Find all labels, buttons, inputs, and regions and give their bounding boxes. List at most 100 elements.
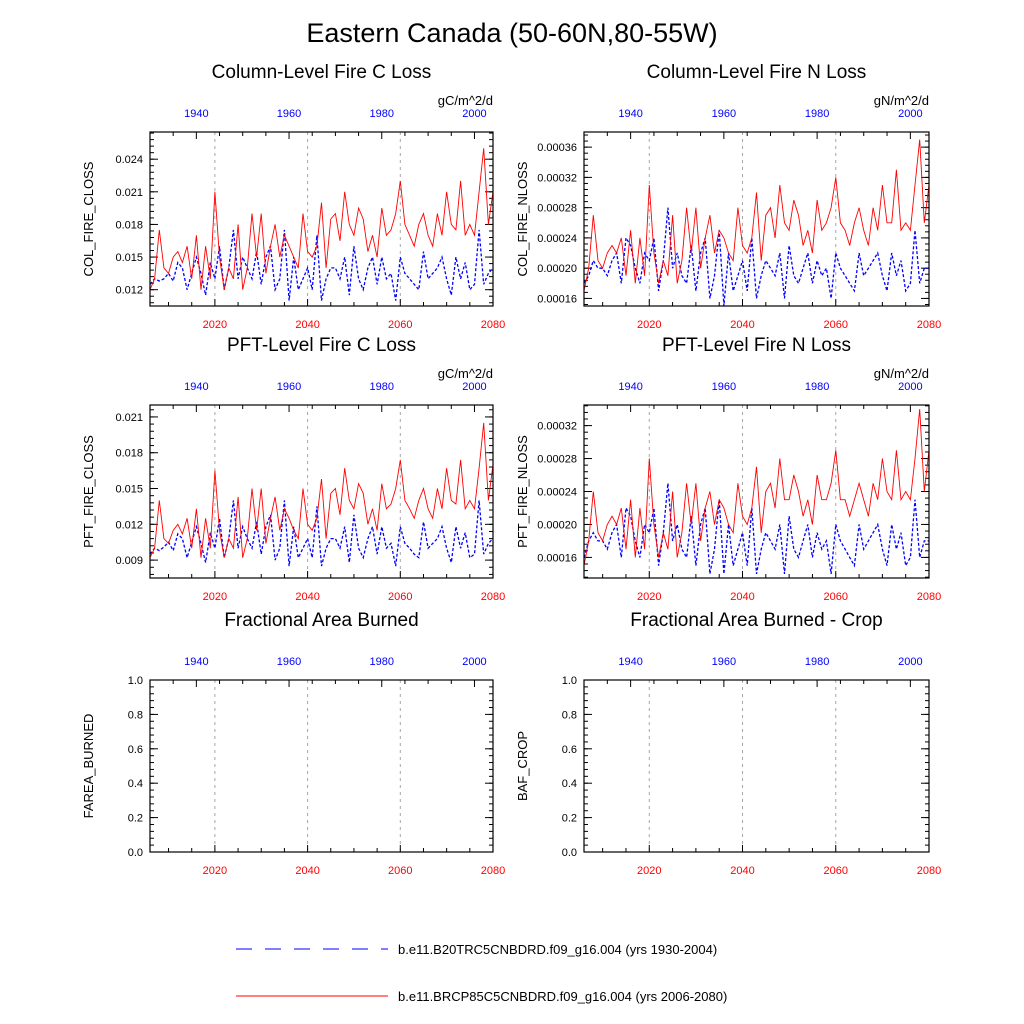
- panel-1: Column-Level Fire C Loss gC/m^2/d COL_FIRE…: [81, 62, 505, 331]
- units-label: gN/m^2/d: [874, 366, 929, 381]
- y-axis-label: FAREA_BURNED: [81, 714, 96, 819]
- series-line-rcp85: [583, 409, 930, 566]
- x-top-tick-label: 1940: [618, 108, 642, 120]
- x-tick-label: 2080: [481, 865, 505, 877]
- plot-frame: [149, 131, 494, 307]
- y-tick-label: 0.00024: [537, 487, 577, 499]
- x-top-tick-label: 1960: [712, 656, 736, 668]
- x-top-tick-label: 1960: [277, 108, 301, 120]
- x-top-tick-label: 2000: [898, 381, 922, 393]
- panels: Column-Level Fire C Loss gC/m^2/d COL_FIRE…: [81, 62, 941, 877]
- x-top-tick-label: 1940: [184, 108, 208, 120]
- y-tick-label: 0.021: [115, 412, 143, 424]
- plot-frame: [583, 679, 930, 853]
- x-tick-label: 2040: [730, 865, 754, 877]
- y-tick-label: 0.012: [115, 519, 143, 531]
- x-tick-label: 2040: [730, 591, 754, 603]
- y-tick-label: 0.2: [562, 813, 577, 825]
- x-top-tick-label: 2000: [462, 381, 486, 393]
- x-top-tick-label: 1980: [805, 656, 829, 668]
- y-tick-label: 0.00016: [537, 552, 577, 564]
- x-top-tick-label: 1980: [805, 381, 829, 393]
- legend-label: b.e11.B20TRC5CNBDRD.f09_g16.004 (yrs 193…: [398, 942, 717, 957]
- x-tick-label: 2020: [203, 865, 227, 877]
- y-axis-label: PFT_FIRE_NLOSS: [515, 435, 530, 548]
- y-tick-label: 0.8: [128, 709, 143, 721]
- y-tick-label: 0.00028: [537, 454, 577, 466]
- plot-frame: [149, 404, 494, 579]
- x-tick-label: 2060: [824, 591, 848, 603]
- panel-5: Fractional Area Burned FAREA_BURNED 2020 20…: [81, 610, 505, 877]
- x-tick-label: 2060: [824, 865, 848, 877]
- x-tick-label: 2060: [388, 319, 412, 331]
- panel-title: Column-Level Fire N Loss: [647, 62, 867, 83]
- y-tick-label: 0.018: [115, 219, 143, 231]
- y-axis-label: COL_FIRE_NLOSS: [515, 161, 530, 276]
- series-line-rcp85: [149, 422, 494, 558]
- series-line-rcp85: [583, 139, 930, 291]
- x-tick-label: 2040: [730, 319, 754, 331]
- y-axis-label: COL_FIRE_CLOSS: [81, 161, 96, 276]
- x-tick-label: 2020: [203, 591, 227, 603]
- legend: b.e11.B20TRC5CNBDRD.f09_g16.004 (yrs 193…: [236, 942, 727, 1004]
- y-axis-label: BAF_CROP: [515, 731, 530, 801]
- plot-frame: [583, 131, 930, 307]
- x-tick-label: 2080: [481, 591, 505, 603]
- y-tick-label: 0.4: [128, 778, 143, 790]
- x-tick-label: 2040: [295, 319, 319, 331]
- x-top-tick-label: 1940: [184, 381, 208, 393]
- series-line-rcp85: [149, 148, 494, 290]
- panel-title: Fractional Area Burned - Crop: [630, 610, 882, 631]
- panel-3: PFT-Level Fire C Loss gC/m^2/d PFT_FIRE_CL…: [81, 335, 505, 603]
- figure-title: Eastern Canada (50-60N,80-55W): [306, 18, 717, 48]
- x-top-tick-label: 1940: [618, 656, 642, 668]
- x-top-tick-label: 2000: [462, 108, 486, 120]
- y-tick-label: 0.012: [115, 285, 143, 297]
- plot-frame: [149, 679, 494, 853]
- x-tick-label: 2080: [917, 319, 941, 331]
- y-tick-label: 0.00016: [537, 293, 577, 305]
- y-tick-label: 0.00020: [537, 263, 577, 275]
- y-tick-label: 0.4: [562, 778, 577, 790]
- y-tick-label: 0.00024: [537, 233, 577, 245]
- x-top-tick-label: 1940: [184, 656, 208, 668]
- x-tick-label: 2080: [917, 591, 941, 603]
- x-tick-label: 2060: [824, 319, 848, 331]
- x-top-tick-label: 2000: [898, 108, 922, 120]
- x-tick-label: 2040: [295, 591, 319, 603]
- y-tick-label: 0.015: [115, 484, 143, 496]
- y-tick-label: 0.0: [128, 847, 143, 859]
- y-tick-label: 0.8: [562, 709, 577, 721]
- y-tick-label: 0.00020: [537, 519, 577, 531]
- x-top-tick-label: 1960: [712, 381, 736, 393]
- x-tick-label: 2060: [388, 591, 412, 603]
- x-tick-label: 2020: [637, 865, 661, 877]
- panel-6: Fractional Area Burned - Crop BAF_CROP 202…: [515, 610, 941, 877]
- panel-2: Column-Level Fire N Loss gN/m^2/d COL_FIRE…: [515, 62, 941, 331]
- units-label: gC/m^2/d: [438, 93, 493, 108]
- x-tick-label: 2080: [917, 865, 941, 877]
- panel-title: PFT-Level Fire N Loss: [662, 335, 851, 356]
- x-tick-label: 2040: [295, 865, 319, 877]
- x-top-tick-label: 1960: [277, 381, 301, 393]
- y-tick-label: 0.015: [115, 252, 143, 264]
- plot-frame: [583, 404, 930, 579]
- x-tick-label: 2060: [388, 865, 412, 877]
- y-tick-label: 1.0: [562, 675, 577, 687]
- series-line-historical: [149, 500, 494, 567]
- panel-title: PFT-Level Fire C Loss: [227, 335, 416, 356]
- y-tick-label: 0.018: [115, 448, 143, 460]
- units-label: gC/m^2/d: [438, 366, 493, 381]
- y-tick-label: 0.2: [128, 813, 143, 825]
- x-top-tick-label: 1960: [277, 656, 301, 668]
- x-top-tick-label: 1960: [712, 108, 736, 120]
- y-tick-label: 0.00028: [537, 203, 577, 215]
- panel-4: PFT-Level Fire N Loss gN/m^2/d PFT_FIRE_NL…: [515, 335, 941, 603]
- series-line-historical: [583, 207, 929, 307]
- x-top-tick-label: 1980: [370, 656, 394, 668]
- x-top-tick-label: 2000: [898, 656, 922, 668]
- y-tick-label: 0.009: [115, 555, 143, 567]
- y-tick-label: 0.00036: [537, 142, 577, 154]
- x-tick-label: 2020: [637, 319, 661, 331]
